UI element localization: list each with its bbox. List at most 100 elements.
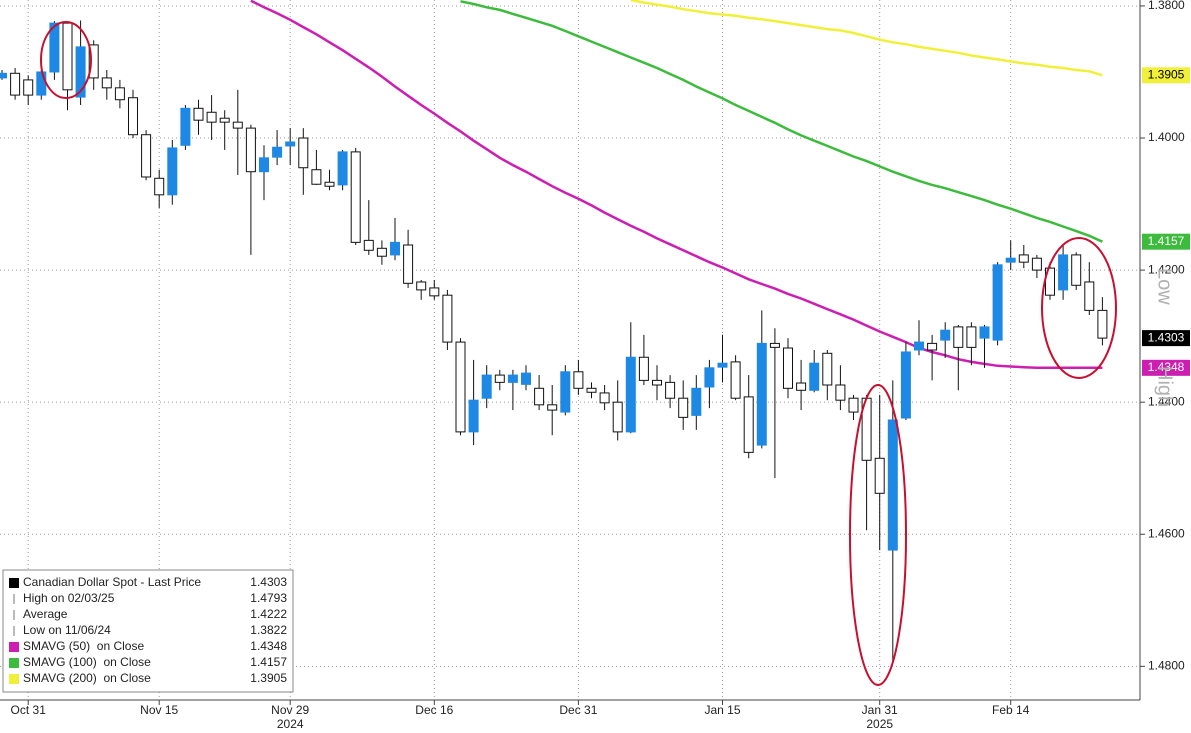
candle-body <box>141 134 152 178</box>
candle-body <box>743 396 754 453</box>
candle-body <box>481 374 492 399</box>
candle-body <box>796 382 807 391</box>
candle-body <box>783 347 793 389</box>
candle-body <box>652 379 662 386</box>
legend-value: 1.4157 <box>250 655 287 669</box>
value-tag-label: 1.4157 <box>1148 234 1185 248</box>
value-tag <box>1142 359 1190 376</box>
candle-body <box>756 342 767 446</box>
candle-body <box>219 117 230 123</box>
highlight-ellipse <box>40 21 92 99</box>
grid <box>0 0 1140 700</box>
candles <box>0 20 1108 662</box>
candle-body <box>521 372 531 385</box>
candle-body <box>953 326 964 348</box>
candle-body <box>717 362 728 368</box>
legend-value: 1.3822 <box>250 623 287 637</box>
candle-body <box>259 157 269 173</box>
y-tick-label: 1.4400 <box>1148 394 1185 408</box>
candle-body <box>390 241 400 256</box>
candle-body <box>678 397 689 418</box>
candle-body <box>612 401 623 433</box>
value-tag-label: 1.4303 <box>1148 330 1185 344</box>
y-tick-label: 1.4800 <box>1148 658 1185 672</box>
x-tick-label: Dec 31 <box>559 703 597 717</box>
year-label: 2024 <box>277 717 304 731</box>
y-tick-label: 1.4200 <box>1148 262 1185 276</box>
x-tick-label: Jan 15 <box>704 703 740 717</box>
candle-body <box>429 287 440 297</box>
x-tick-label: Dec 16 <box>415 703 453 717</box>
direction-label: High <box>1154 366 1176 407</box>
candle-body <box>455 341 466 433</box>
candle-body <box>927 342 938 351</box>
candle-body <box>193 107 204 121</box>
value-tag <box>1142 233 1190 250</box>
legend-label: SMAVG (100) on Close <box>23 655 151 669</box>
candle-body <box>534 387 545 406</box>
legend-label: Canadian Dollar Spot - Last Price <box>23 575 201 589</box>
candle-body <box>730 361 741 399</box>
candle-body <box>468 399 479 433</box>
candle-body <box>49 22 60 73</box>
x-tick-label: Oct 31 <box>11 703 47 717</box>
candle-body <box>940 329 951 341</box>
candle-body <box>10 72 21 96</box>
legend-label: SMAVG (50) on Close <box>23 639 144 653</box>
candle-body <box>36 71 47 96</box>
candle-body <box>101 77 112 89</box>
candle-body <box>324 181 335 187</box>
candle-body <box>887 419 898 551</box>
legend-swatch <box>9 658 19 668</box>
candle-body <box>75 46 86 98</box>
candle-body <box>0 72 7 79</box>
candle-body <box>992 264 1003 341</box>
candle-body <box>1084 281 1095 311</box>
x-tick-label: Feb 14 <box>992 703 1030 717</box>
legend-value: 1.3905 <box>250 671 287 685</box>
candle-body <box>900 351 911 419</box>
legend-value: 1.4793 <box>250 591 287 605</box>
candle-body <box>835 384 846 401</box>
candle-body <box>1058 254 1069 291</box>
legend-label: High on 02/03/25 <box>23 591 115 605</box>
moving-averages <box>250 0 1103 370</box>
legend-label: Low on 11/06/24 <box>23 623 111 637</box>
y-tick-label: 1.3800 <box>1148 0 1185 12</box>
x-tick-label: Nov 29 <box>271 703 309 717</box>
candle-body <box>914 341 924 351</box>
candle-body <box>245 127 256 173</box>
candle-body <box>874 457 885 494</box>
value-tag <box>1142 330 1190 347</box>
direction-label: Low <box>1154 268 1176 305</box>
candle-body <box>363 239 374 251</box>
x-tick-label: Jan 31 <box>862 703 898 717</box>
candle-body <box>167 147 178 196</box>
legend-value: 1.4222 <box>250 607 287 621</box>
candle-body <box>809 362 820 391</box>
moving-average-line <box>460 0 1103 243</box>
candle-body <box>442 294 453 343</box>
candle-body <box>586 387 597 393</box>
legend-label: SMAVG (200) on Close <box>23 671 151 685</box>
y-tick-label: 1.4000 <box>1148 130 1185 144</box>
candle-body <box>547 404 558 411</box>
candle-body <box>311 169 322 185</box>
candle-body <box>88 44 99 79</box>
highlight-ellipse <box>849 384 907 686</box>
candle-body <box>337 151 348 186</box>
candle-body <box>1005 257 1016 263</box>
legend-swatch <box>9 642 19 652</box>
candle-body <box>376 247 387 257</box>
highlight-ellipse <box>1041 237 1117 379</box>
candle-body <box>298 137 309 169</box>
candle-body <box>638 356 649 381</box>
candle-body <box>154 177 165 196</box>
annotations <box>40 21 1117 686</box>
candle-body <box>128 97 138 136</box>
candle-body <box>416 281 427 291</box>
candle-body <box>573 371 584 389</box>
candle-body <box>1071 254 1082 286</box>
candle-body <box>23 79 34 96</box>
legend: Canadian Dollar Spot - Last Price 1.4303 H… <box>2 569 294 693</box>
